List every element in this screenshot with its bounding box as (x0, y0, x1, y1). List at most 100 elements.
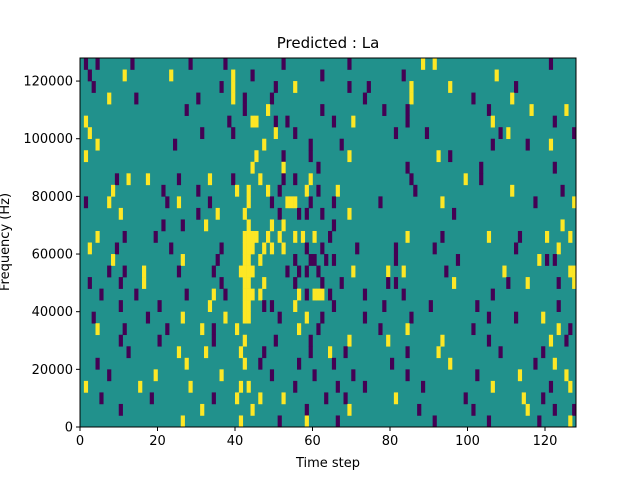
heatmap-cell-high (281, 161, 286, 174)
heatmap-cell-low (362, 288, 368, 301)
heatmap-cell-low (331, 219, 337, 232)
heatmap-cell-low (405, 346, 410, 359)
heatmap-cell-high (176, 196, 182, 209)
x-tick-label: 60 (304, 434, 321, 449)
heatmap-cell-low (479, 161, 484, 174)
heatmap-cell-high (545, 230, 550, 243)
heatmap-cell-high (297, 323, 302, 336)
heatmap-cell-high (118, 207, 123, 220)
heatmap-cell-low (165, 323, 170, 336)
heatmap-cell-high (258, 288, 263, 301)
heatmap-cell-low (180, 219, 185, 232)
heatmap-cell-high (405, 230, 410, 243)
heatmap-cell-low (320, 69, 325, 82)
heatmap-cell-low (281, 58, 286, 70)
heatmap-cell-high (502, 265, 507, 278)
heatmap-cell-low (134, 288, 139, 301)
heatmap-cell-high (83, 380, 89, 393)
heatmap-cell-low (118, 300, 123, 312)
heatmap-cell-low (269, 196, 275, 209)
heatmap-cell-low (413, 184, 418, 197)
heatmap-cell-high (405, 323, 410, 336)
heatmap-cell-high (262, 138, 267, 151)
heatmap-cell-low (304, 207, 309, 220)
heatmap-cell-low (316, 184, 321, 197)
heatmap-cell-low (91, 81, 96, 93)
heatmap-cell-high (548, 138, 554, 151)
heatmap-cell-high (517, 369, 523, 382)
heatmap-cell-low (572, 127, 577, 140)
heatmap-cell-low (560, 184, 565, 197)
heatmap-cell-low (308, 196, 313, 209)
heatmap-cell-low (114, 173, 120, 186)
heatmap-cell-high (386, 265, 391, 278)
heatmap-cell-high (235, 184, 240, 197)
heatmap-cell-high (242, 230, 247, 243)
heatmap-cell-low (548, 380, 554, 393)
heatmap-cell-low (207, 196, 213, 209)
y-tick-label: 0 (65, 421, 73, 436)
heatmap-cell-low (316, 323, 321, 336)
heatmap-cell-high (548, 334, 554, 347)
heatmap-cell-low (572, 403, 577, 416)
heatmap-cell-low (227, 115, 232, 128)
heatmap-cell-high (572, 196, 577, 209)
heatmap-cell-high (490, 115, 495, 128)
heatmap-cell-high (258, 392, 263, 405)
heatmap-cell-low (273, 115, 278, 128)
y-tick-label: 80000 (32, 190, 73, 205)
y-tick-label: 100000 (23, 132, 73, 147)
heatmap-cell-high (556, 323, 561, 336)
heatmap-cell-low (297, 207, 302, 220)
heatmap-cell-low (126, 346, 131, 359)
heatmap-cell-high (242, 334, 247, 347)
heatmap-cell-low (297, 357, 302, 370)
heatmap-cell-low (118, 277, 123, 289)
heatmap-cell-low (498, 127, 503, 140)
heatmap-cell-low (362, 311, 368, 324)
x-tick-label: 120 (533, 434, 558, 449)
x-axis: 0 20 40 60 80 100 120 (76, 427, 558, 449)
heatmap-cell-high (335, 184, 340, 197)
heatmap-cell-low (471, 403, 476, 416)
heatmap-cell-low (157, 334, 162, 347)
heatmap-cell-high (95, 323, 100, 336)
heatmap-cell-high (246, 184, 251, 197)
heatmap-cell-high (506, 127, 511, 140)
heatmap-cell-low (312, 254, 317, 266)
y-axis: 0 20000 40000 60000 80000 100000 120000 (23, 75, 80, 436)
heatmap-cell-high (107, 92, 112, 105)
heatmap-cell-high (529, 104, 534, 116)
heatmap-cell-low (541, 392, 546, 405)
heatmap-cell-high (246, 242, 251, 255)
heatmap-cell-high (95, 230, 100, 243)
heatmap-cell-low (378, 196, 383, 209)
heatmap-cell-low (269, 369, 275, 382)
heatmap-cell-low (533, 196, 538, 209)
heatmap-cell-high (347, 150, 352, 163)
heatmap-cell-high (432, 58, 437, 70)
heatmap-cell-low (556, 277, 561, 289)
heatmap-cell-low (285, 115, 290, 128)
x-axis-label: Time step (295, 456, 360, 471)
heatmap-cell-high (122, 69, 127, 82)
heatmap-cell-low (157, 300, 162, 312)
heatmap-cell-high (246, 380, 251, 393)
plot-frame (79, 57, 577, 428)
heatmap-cell-low (335, 380, 340, 393)
heatmap-cell-low (320, 277, 325, 289)
heatmap-cell-low (107, 265, 112, 278)
heatmap-cell-low (366, 81, 371, 93)
heatmap-cell-low (320, 242, 325, 255)
heatmap-cell-high (521, 392, 526, 405)
heatmap-cell-low (118, 334, 123, 347)
heatmap-cell-low (393, 277, 399, 289)
heatmap-cell-high (188, 380, 193, 393)
heatmap-cell-low (173, 138, 178, 151)
heatmap-cell-low (277, 207, 282, 220)
heatmap-cell-high (180, 311, 185, 324)
heatmap-cell-low (83, 196, 89, 209)
heatmap-cell-low (95, 58, 100, 70)
heatmap-cell-low (552, 403, 557, 416)
heatmap-cell-low (448, 150, 453, 163)
